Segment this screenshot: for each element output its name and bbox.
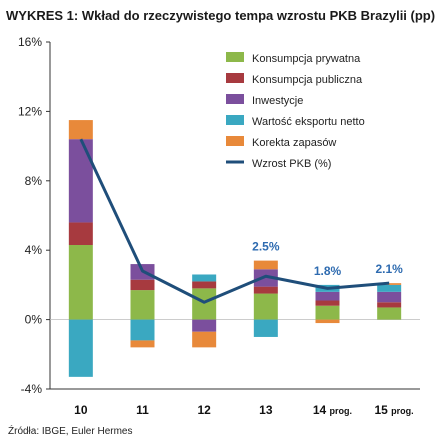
bar-segment-private_consumption bbox=[192, 288, 217, 320]
chart-title: WYKRES 1: Wkład do rzeczywistego tempa w… bbox=[6, 8, 436, 23]
y-tick-label: 8% bbox=[25, 174, 43, 188]
bar-segment-inventory bbox=[253, 260, 278, 270]
bar-segment-public_consumption bbox=[253, 286, 278, 294]
bar-segment-private_consumption bbox=[68, 244, 93, 320]
bar-segment-private_consumption bbox=[315, 305, 340, 320]
legend-swatch-public_consumption bbox=[226, 73, 244, 83]
x-tick-label: 13 bbox=[259, 403, 273, 417]
x-tick-label: 15 bbox=[374, 403, 388, 417]
legend-label: Inwestycje bbox=[252, 95, 303, 107]
bar-segment-inventory bbox=[68, 120, 93, 140]
bar-segment-public_consumption bbox=[315, 300, 340, 306]
gdp-growth-line bbox=[79, 138, 390, 304]
bar-segment-investment bbox=[68, 139, 93, 223]
x-tick-label: 10 bbox=[74, 403, 88, 417]
legend-swatch-private_consumption bbox=[226, 52, 244, 62]
x-tick-label: 12 bbox=[197, 403, 211, 417]
y-tick-label: -4% bbox=[21, 382, 43, 396]
data-label: 2.5% bbox=[252, 240, 280, 254]
source-note: Źródła: IBGE, Euler Hermes bbox=[8, 426, 133, 437]
legend-label: Wartość eksportu netto bbox=[252, 116, 365, 128]
bar-segment-investment bbox=[377, 291, 402, 303]
x-tick-suffix: prog. bbox=[330, 406, 353, 416]
x-tick-label: 14 bbox=[313, 403, 327, 417]
bar-segment-net_exports bbox=[377, 284, 402, 292]
x-tick-suffix: prog. bbox=[391, 406, 414, 416]
bar-segment-private_consumption bbox=[377, 307, 402, 320]
legend-label: Konsumpcja publiczna bbox=[252, 74, 363, 86]
bar-segment-inventory bbox=[192, 331, 217, 348]
y-tick-label: 0% bbox=[25, 313, 43, 327]
x-tick-label: 11 bbox=[136, 403, 149, 417]
legend-swatch-investment bbox=[226, 94, 244, 104]
bar-segment-investment bbox=[253, 269, 278, 287]
legend-swatch-net_exports bbox=[226, 115, 244, 125]
data-label: 1.8% bbox=[314, 264, 342, 278]
y-tick-label: 16% bbox=[18, 35, 42, 49]
legend-swatch-inventory bbox=[226, 136, 244, 146]
data-label: 2.1% bbox=[375, 262, 403, 276]
bar-segment-public_consumption bbox=[130, 279, 155, 291]
bar-segment-net_exports bbox=[130, 319, 155, 341]
bar-segment-investment bbox=[315, 291, 340, 301]
bar-segment-private_consumption bbox=[130, 290, 155, 320]
bar-segment-private_consumption bbox=[253, 293, 278, 320]
y-tick-label: 4% bbox=[25, 243, 43, 257]
bar-segment-investment bbox=[192, 319, 217, 332]
bar-segment-net_exports bbox=[253, 319, 278, 337]
legend-label: Konsumpcja prywatna bbox=[252, 53, 361, 65]
bar-segment-public_consumption bbox=[68, 222, 93, 245]
bar-segment-net_exports bbox=[68, 319, 93, 377]
bar-segment-net_exports bbox=[192, 274, 217, 282]
legend-label: Wzrost PKB (%) bbox=[252, 158, 331, 170]
bar-segment-public_consumption bbox=[377, 302, 402, 308]
bar-segment-inventory bbox=[130, 340, 155, 348]
bar-segment-inventory bbox=[315, 319, 340, 324]
legend-label: Korekta zapasów bbox=[252, 137, 336, 149]
y-tick-label: 12% bbox=[18, 104, 42, 118]
bar-segment-public_consumption bbox=[192, 281, 217, 289]
